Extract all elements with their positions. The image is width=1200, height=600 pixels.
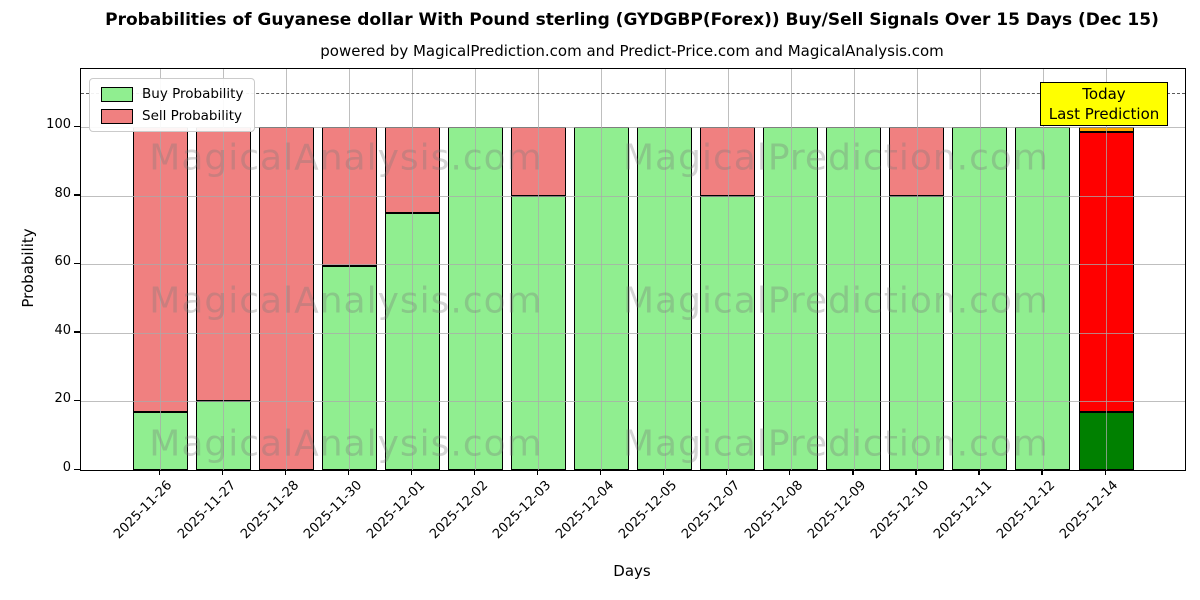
x-tick: [978, 470, 980, 475]
v-gridline: [601, 69, 603, 470]
y-tick-label: 0: [62, 460, 71, 475]
h-gridline: [81, 127, 1185, 129]
v-gridline: [1042, 69, 1044, 470]
chart-title: Probabilities of Guyanese dollar With Po…: [105, 10, 1159, 30]
x-tick-label: 2025-11-26: [111, 478, 176, 543]
x-tick-label: 2025-12-07: [679, 478, 744, 543]
v-gridline: [538, 69, 540, 470]
today-annotation-box: Today Last Prediction: [1040, 82, 1168, 126]
x-tick: [726, 470, 728, 475]
h-gridline: [81, 332, 1185, 334]
buy-swatch: [101, 86, 133, 102]
x-tick-label: 2025-12-02: [426, 478, 491, 543]
x-tick: [852, 470, 854, 475]
x-tick: [663, 470, 665, 475]
x-tick: [915, 470, 917, 475]
x-tick: [410, 470, 413, 475]
x-tick-label: 2025-12-08: [742, 478, 807, 543]
x-tick-label: 2025-12-01: [363, 478, 428, 543]
x-tick-label: 2025-12-12: [994, 478, 1059, 543]
legend-label-sell: Sell Probability: [142, 108, 243, 124]
v-gridline: [664, 69, 666, 470]
sell-swatch: [101, 108, 133, 124]
v-gridline: [916, 69, 918, 470]
x-tick: [1104, 470, 1106, 475]
x-tick: [284, 470, 286, 475]
x-tick-label: 2025-11-28: [237, 478, 302, 543]
x-tick-label: 2025-12-04: [553, 478, 618, 543]
v-gridline: [160, 69, 161, 470]
x-tick: [789, 470, 791, 475]
y-tick-label: 80: [54, 185, 71, 201]
h-gridline: [81, 195, 1185, 197]
x-tick: [599, 470, 602, 475]
v-gridline: [1106, 69, 1107, 470]
dashed-guide-line: [81, 92, 1185, 94]
x-tick-label: 2025-11-27: [174, 478, 239, 543]
v-gridline: [727, 69, 729, 470]
h-gridline: [81, 264, 1185, 266]
x-tick-label: 2025-12-05: [616, 478, 681, 543]
y-tick: [74, 331, 80, 333]
legend-label-buy: Buy Probability: [142, 86, 244, 102]
v-gridline: [286, 69, 288, 470]
x-tick-label: 2025-12-11: [931, 478, 996, 543]
y-tick-label: 40: [54, 322, 71, 338]
x-tick-label: 2025-12-14: [1057, 478, 1122, 543]
watermark: MagicalPrediction.com: [623, 423, 1049, 465]
v-gridline: [349, 69, 351, 470]
x-tick-label: 2025-12-10: [868, 478, 933, 543]
x-axis-label: Days: [613, 562, 651, 580]
today-annotation-line1: Today: [1082, 85, 1126, 103]
y-tick-label: 20: [54, 391, 71, 407]
legend-entry-buy: Buy Probability: [101, 86, 243, 102]
x-tick-label: 2025-12-03: [489, 478, 555, 543]
x-tick: [536, 470, 539, 475]
y-tick: [74, 194, 80, 196]
x-tick: [347, 470, 349, 475]
x-tick-label: 2025-11-30: [300, 478, 365, 543]
chart-subtitle: powered by MagicalPrediction.com and Pre…: [320, 42, 944, 60]
y-tick-label: 60: [54, 254, 71, 270]
v-gridline: [475, 69, 477, 470]
watermark: MagicalPrediction.com: [623, 137, 1049, 179]
x-tick: [473, 470, 476, 475]
legend: Buy Probability Sell Probability: [89, 78, 256, 132]
y-tick: [74, 125, 80, 128]
watermark: MagicalPrediction.com: [623, 280, 1049, 322]
x-tick: [158, 470, 160, 475]
v-gridline: [223, 69, 225, 470]
y-tick: [74, 262, 80, 265]
v-gridline: [979, 69, 981, 470]
watermark: MagicalAnalysis.com: [149, 423, 543, 465]
v-gridline: [790, 69, 792, 470]
today-annotation-line2: Last Prediction: [1048, 105, 1160, 123]
watermark: MagicalAnalysis.com: [149, 137, 543, 179]
v-gridline: [412, 69, 414, 470]
plot-area: Buy Probability Sell Probability Today L…: [80, 68, 1186, 471]
x-tick-label: 2025-12-09: [805, 478, 870, 543]
v-gridline: [853, 69, 855, 470]
y-tick: [74, 399, 80, 402]
x-tick: [1041, 470, 1043, 475]
h-gridline: [81, 401, 1185, 403]
legend-entry-sell: Sell Probability: [101, 108, 243, 124]
watermark: MagicalAnalysis.com: [149, 280, 543, 322]
x-tick: [221, 470, 223, 475]
y-tick-label: 100: [46, 117, 71, 133]
y-tick: [74, 468, 80, 470]
